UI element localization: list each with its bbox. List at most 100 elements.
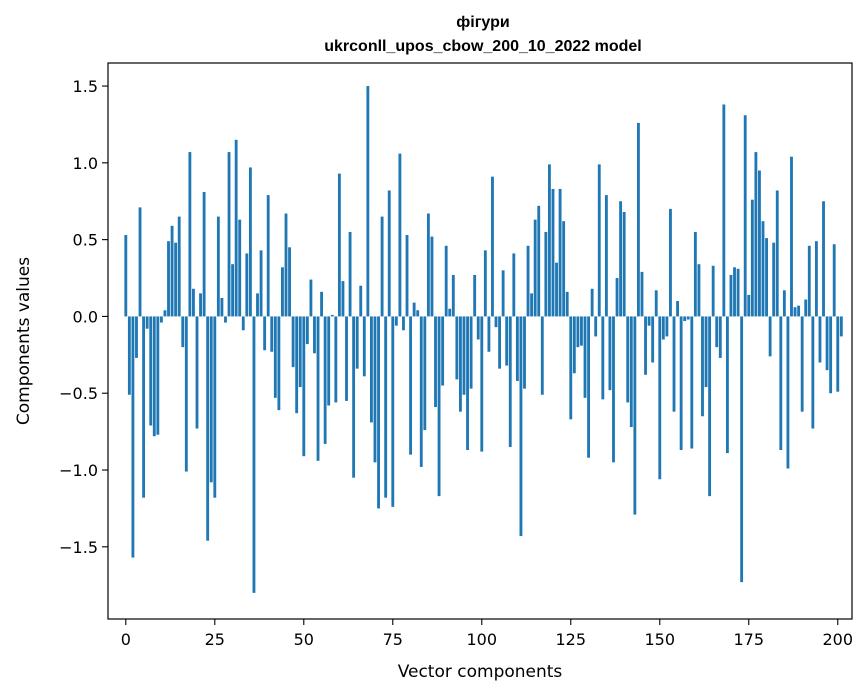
bar-176 xyxy=(750,199,754,317)
bar-191 xyxy=(804,299,808,317)
bar-180 xyxy=(765,238,768,317)
bar-108 xyxy=(508,316,512,447)
bar-118 xyxy=(544,231,548,317)
bar-174 xyxy=(743,115,747,317)
bar-158 xyxy=(686,316,690,320)
bar-48 xyxy=(295,316,299,414)
bar-53 xyxy=(313,316,316,354)
bar-165 xyxy=(711,265,715,317)
bar-28 xyxy=(224,316,227,323)
bar-116 xyxy=(537,205,541,317)
y-tick-label: −1.0 xyxy=(59,461,98,480)
bar-63 xyxy=(348,231,352,317)
bar-110 xyxy=(515,316,519,381)
bar-138 xyxy=(615,278,619,317)
bar-154 xyxy=(672,316,676,412)
bar-127 xyxy=(576,316,580,348)
bar-139 xyxy=(619,201,623,317)
bar-102 xyxy=(487,316,491,352)
bar-98 xyxy=(473,274,477,317)
bar-16 xyxy=(181,316,185,348)
bar-65 xyxy=(355,316,359,369)
bar-4 xyxy=(138,207,142,317)
bar-112 xyxy=(523,316,526,389)
bar-50 xyxy=(302,316,306,457)
bar-2 xyxy=(131,316,135,558)
bar-29 xyxy=(227,152,231,317)
bar-183 xyxy=(775,190,779,317)
bar-159 xyxy=(690,316,694,449)
bar-42 xyxy=(273,316,277,398)
bar-32 xyxy=(238,219,242,317)
bar-170 xyxy=(729,274,733,317)
bar-89 xyxy=(441,316,445,386)
bar-85 xyxy=(426,213,430,317)
bar-73 xyxy=(384,316,388,498)
bar-94 xyxy=(459,316,462,412)
bar-81 xyxy=(412,302,416,317)
bar-56 xyxy=(323,316,327,444)
bar-83 xyxy=(419,316,423,467)
bar-12 xyxy=(167,241,170,317)
bar-185 xyxy=(782,290,786,317)
bar-41 xyxy=(270,316,274,352)
bar-19 xyxy=(192,288,195,317)
bar-20 xyxy=(195,316,199,429)
bar-21 xyxy=(199,293,202,317)
bar-131 xyxy=(590,288,594,317)
bar-153 xyxy=(669,208,672,317)
bar-14 xyxy=(174,242,178,317)
bar-87 xyxy=(434,316,437,408)
bar-197 xyxy=(825,316,829,371)
bar-47 xyxy=(291,316,295,368)
bar-61 xyxy=(341,281,345,317)
bar-38 xyxy=(259,250,263,317)
bar-201 xyxy=(839,316,843,337)
bar-186 xyxy=(786,316,790,469)
bar-45 xyxy=(284,213,288,317)
bar-60 xyxy=(337,173,341,317)
bar-130 xyxy=(587,316,590,458)
y-tick-label: −0.5 xyxy=(59,384,98,403)
bar-54 xyxy=(316,316,320,461)
bar-57 xyxy=(327,316,331,406)
bar-190 xyxy=(800,316,804,412)
bar-series xyxy=(124,86,843,593)
bar-164 xyxy=(708,316,712,497)
bar-135 xyxy=(604,195,608,317)
bar-64 xyxy=(352,316,356,478)
bar-9 xyxy=(156,316,160,435)
bar-40 xyxy=(266,195,270,317)
bar-150 xyxy=(658,316,662,480)
bar-155 xyxy=(676,301,679,317)
bar-172 xyxy=(736,268,740,317)
bar-97 xyxy=(469,316,473,389)
bar-128 xyxy=(580,316,583,346)
bar-68 xyxy=(366,86,370,317)
bar-194 xyxy=(814,241,818,317)
y-tick-label: 1.5 xyxy=(73,77,98,96)
bar-196 xyxy=(822,201,825,317)
bar-91 xyxy=(448,308,452,317)
bar-74 xyxy=(387,190,391,317)
bar-69 xyxy=(370,316,373,423)
bar-137 xyxy=(612,316,615,463)
bar-178 xyxy=(758,170,761,317)
bar-124 xyxy=(565,291,569,317)
bar-109 xyxy=(512,253,516,317)
bar-72 xyxy=(380,216,384,317)
bar-140 xyxy=(622,211,626,317)
bar-90 xyxy=(444,245,448,317)
y-tick-label: 1.0 xyxy=(73,154,98,173)
bar-126 xyxy=(572,316,576,374)
bar-51 xyxy=(305,316,309,345)
bar-49 xyxy=(298,316,302,388)
bar-147 xyxy=(647,316,651,326)
bar-132 xyxy=(594,316,598,337)
bar-18 xyxy=(188,152,192,317)
bar-141 xyxy=(626,316,630,403)
bar-58 xyxy=(330,314,334,317)
bar-142 xyxy=(629,316,633,428)
bar-34 xyxy=(245,253,249,317)
